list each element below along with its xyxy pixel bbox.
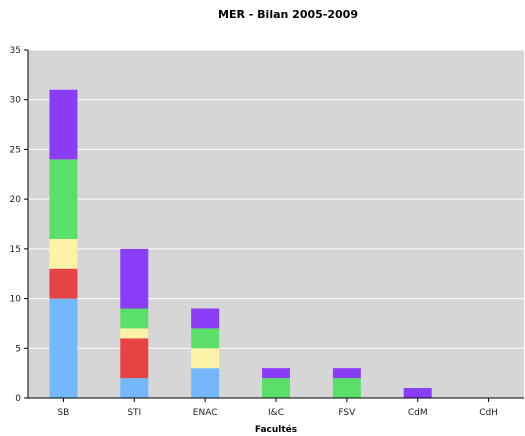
bar-segment <box>120 378 149 398</box>
x-tick-label: STI <box>127 408 141 418</box>
y-tick-label: 15 <box>10 245 21 255</box>
x-tick-label: I&C <box>268 408 284 418</box>
y-tick-label: 5 <box>15 344 21 354</box>
bar-segment <box>191 308 220 329</box>
bar-segment <box>332 368 361 379</box>
x-axis-label: Facultés <box>255 424 297 435</box>
x-tick-label: SB <box>57 408 69 418</box>
bar-segment <box>49 159 78 239</box>
bar-segment <box>49 298 78 398</box>
y-axis: 0 5 10 15 20 25 30 35 <box>10 46 29 404</box>
plot-area <box>28 50 524 398</box>
y-tick-label: 20 <box>10 195 22 205</box>
bar-segment <box>120 338 149 379</box>
bars <box>49 89 432 398</box>
y-tick-label: 25 <box>10 145 21 155</box>
bar-segment <box>262 368 290 379</box>
bar-segment <box>191 368 220 398</box>
bar-segment <box>262 378 290 398</box>
y-tick-label: 10 <box>10 295 22 305</box>
bar-segment <box>191 328 220 349</box>
bar-segment <box>120 308 149 329</box>
bar-segment <box>403 388 432 398</box>
y-tick-label: 0 <box>15 394 21 404</box>
x-tick-label: CdH <box>479 408 498 418</box>
chart-title: MER - Bilan 2005-2009 <box>218 8 358 21</box>
bar-segment <box>49 89 78 160</box>
grid-lines <box>28 49 524 349</box>
x-axis: SB STI ENAC I&C FSV CdM CdH <box>28 397 524 418</box>
y-tick-label: 30 <box>10 96 22 106</box>
bar-segment <box>120 328 149 339</box>
x-tick-label: FSV <box>338 408 356 418</box>
y-tick-label: 35 <box>10 46 21 56</box>
bar-segment <box>332 378 361 398</box>
x-tick-label: ENAC <box>193 408 218 418</box>
bar-segment <box>49 268 78 299</box>
bar-segment <box>49 238 78 269</box>
bar-segment <box>120 248 149 309</box>
bar-segment <box>191 348 220 369</box>
x-tick-label: CdM <box>408 408 428 418</box>
